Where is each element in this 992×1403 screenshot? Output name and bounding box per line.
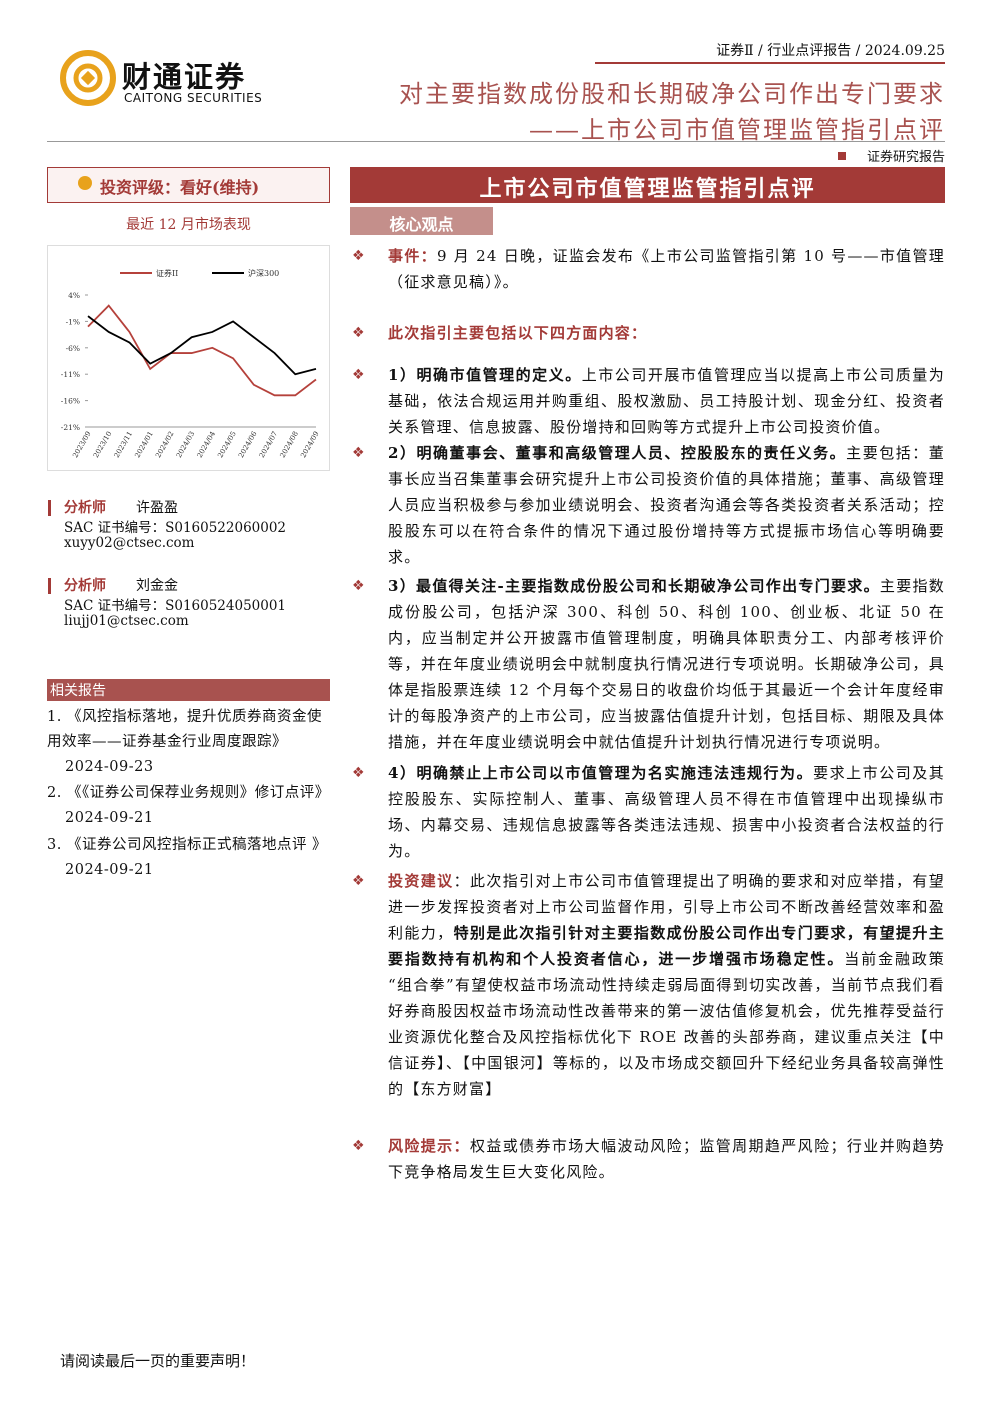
header-rule <box>595 62 945 64</box>
related-item: 3. 《证券公司风控指标正式稿落地点评 》 2024-09-21 <box>47 833 330 883</box>
point-text: 投资建议 <box>388 872 454 890</box>
point-text: 要求上市公司及其控股股东、实际控制人、董事、高级管理人员不得在市值管理中出现操纵… <box>388 764 945 860</box>
series-line <box>87 304 317 397</box>
rating-box <box>47 167 330 203</box>
related-bar <box>47 679 330 701</box>
point-text: 风险提示： <box>388 1137 470 1155</box>
related-item: 2. 《《证券公司保荐业务规则》修订点评》 2024-09-21 <box>47 781 330 831</box>
logo-en: CAITONG SECURITIES <box>124 91 263 105</box>
point: 风险提示：权益或债券市场大幅波动风险；监管周期趋严风险；行业并购趋势下竞争格局发… <box>388 1133 945 1185</box>
analyst-sac: SAC 证书编号：S0160522060002 <box>64 520 287 536</box>
logo-icon <box>60 50 116 106</box>
x-tick-label: 2023/10 <box>92 430 113 459</box>
analyst-bar <box>48 500 51 516</box>
related-report-date: 2024-09-21 <box>65 862 154 878</box>
x-tick-label: 2024/06 <box>237 430 259 460</box>
analyst-role: 分析师 <box>64 578 106 594</box>
y-tick-label: -6% <box>66 344 80 353</box>
bullet: ❖ <box>352 325 365 341</box>
y-tick-label: -21% <box>61 423 80 432</box>
point: 此次指引主要包括以下四方面内容： <box>388 320 945 346</box>
related-report-date: 2024-09-21 <box>65 810 154 826</box>
bullet: ❖ <box>352 873 365 889</box>
analyst-name: 许盈盈 <box>136 500 178 516</box>
x-tick-label: 2024/02 <box>154 430 175 459</box>
main-title: 上市公司市值管理监管指引点评 <box>479 176 816 202</box>
related-report-title: 1. 《风控指标落地，提升优质券商资金使用效率——证券基金行业周度跟踪》 <box>47 709 322 750</box>
breadcrumb: 证券Ⅱ / 行业点评报告 / 2024.09.25 <box>716 43 945 59</box>
bullet: ❖ <box>352 765 365 781</box>
point: 2）明确董事会、董事和高级管理人员、控股股东的责任义务。主要包括：董事长应当召集… <box>388 440 945 570</box>
mini-chart: 4% -1% -6% -11% -16% -21%2023/09 2023/10 2023/1… <box>47 245 330 471</box>
legend-label: 沪深300 <box>248 268 279 278</box>
bullet: ❖ <box>352 367 365 383</box>
x-tick-label: 2024/01 <box>133 430 154 459</box>
y-tick-label: -11% <box>61 370 80 379</box>
related-report-title: 2. 《《证券公司保荐业务规则》修订点评》 <box>47 785 330 801</box>
y-tick-label: -1% <box>66 317 80 326</box>
analyst-email: xuyy02@ctsec.com <box>64 535 195 551</box>
point-text: 9 月 24 日晚，证监会发布《上市公司监管指引第 10 号——市值管理（征求意… <box>388 247 945 291</box>
series-line <box>87 315 317 376</box>
footer: 请阅读最后一页的重要声明！ <box>60 1352 256 1370</box>
y-tick-label: -16% <box>61 397 80 406</box>
section-tab <box>350 207 493 235</box>
section-title: 核心观点 <box>389 215 454 234</box>
point-text: 事件： <box>388 247 437 265</box>
report-type: 证券研究报告 <box>866 150 945 165</box>
separator <box>47 141 945 142</box>
analyst-bar <box>48 578 51 594</box>
rating-icon <box>78 176 92 190</box>
rating: 投资评级：看好(维持) <box>100 178 260 197</box>
point-text: 主要指数成份股公司，包括沪深 300、科创 50、科创 100、创业板、北证 5… <box>388 577 945 751</box>
x-tick-label: 2024/09 <box>299 430 320 459</box>
title-line2: ——上市公司市值管理监管指引点评 <box>529 116 945 144</box>
related-report-date: 2024-09-23 <box>65 759 154 775</box>
point-text: 2）明确董事会、董事和高级管理人员、控股股东的责任义务。 <box>388 444 847 462</box>
point-text: 4）明确禁止上市公司以市值管理为名实施违法违规行为。 <box>388 764 814 782</box>
point-text: 权益或债券市场大幅波动风险；监管周期趋严风险；行业并购趋势下竞争格局发生巨大变化… <box>388 1137 945 1181</box>
point-text: ：此次指引对上市公司市值管理提出了明确的要求和对应举措，有望进一步发挥投资者对上… <box>388 872 945 942</box>
type-marker <box>838 152 846 160</box>
point: 事件：9 月 24 日晚，证监会发布《上市公司监管指引第 10 号——市值管理（… <box>388 243 945 295</box>
point-text: 上市公司开展市值管理应当以提高上市公司质量为基础，依法合规运用并购重组、股权激励… <box>388 366 945 436</box>
analyst-role: 分析师 <box>64 500 106 516</box>
legend-label: 证券II <box>156 268 178 278</box>
logo-cn: 财通证券 <box>122 60 247 94</box>
analyst-email: liujj01@ctsec.com <box>64 613 189 629</box>
point-text: 特别是此次指引针对主要指数成份股公司作出专门要求，有望提升主要指数持有机构和个人… <box>388 924 945 968</box>
title-line1: 对主要指数成份股和长期破净公司作出专门要求 <box>399 80 945 108</box>
analyst-name: 刘金金 <box>136 578 178 594</box>
x-tick-label: 2024/05 <box>216 430 237 459</box>
x-tick-label: 2024/04 <box>196 430 218 460</box>
point: 投资建议：此次指引对上市公司市值管理提出了明确的要求和对应举措，有望进一步发挥投… <box>388 868 945 1102</box>
bullet: ❖ <box>352 248 365 264</box>
bullet: ❖ <box>352 445 365 461</box>
related-title: 相关报告 <box>50 683 106 699</box>
point-text: 当前金融政策“组合拳”有望使权益市场流动性持续走弱局面得到切实改善，当前节点我们… <box>388 950 945 1098</box>
x-tick-label: 2024/08 <box>279 430 300 459</box>
x-tick-label: 2024/07 <box>258 430 279 459</box>
point-text: 此次指引主要包括以下四方面内容： <box>388 324 648 342</box>
bullet: ❖ <box>352 578 365 594</box>
related-item: 1. 《风控指标落地，提升优质券商资金使用效率——证券基金行业周度跟踪》 2024… <box>47 705 330 780</box>
x-tick-label: 2024/03 <box>175 430 196 459</box>
point: 1）明确市值管理的定义。上市公司开展市值管理应当以提高上市公司质量为基础，依法合… <box>388 362 945 440</box>
related-report-title: 3. 《证券公司风控指标正式稿落地点评 》 <box>47 837 328 853</box>
bullet: ❖ <box>352 1138 365 1154</box>
point-text: 主要包括：董事长应当召集董事会研究提升上市公司投资价值的具体措施；董事、高级管理… <box>388 444 946 566</box>
analyst-sac: SAC 证书编号：S0160524050001 <box>64 598 287 614</box>
point-text: 3）最值得关注-主要指数成份股公司和长期破净公司作出专门要求。 <box>388 577 880 595</box>
x-tick-label: 2023/09 <box>71 430 92 459</box>
x-tick-label: 2023/11 <box>113 430 134 459</box>
point-text: 1）明确市值管理的定义。 <box>388 366 582 384</box>
point: 3）最值得关注-主要指数成份股公司和长期破净公司作出专门要求。主要指数成份股公司… <box>388 573 945 755</box>
point: 4）明确禁止上市公司以市值管理为名实施违法违规行为。要求上市公司及其控股股东、实… <box>388 760 945 864</box>
main-title-bar <box>350 167 945 203</box>
y-tick-label: 4% <box>68 291 80 300</box>
chart-caption: 最近 12 月市场表现 <box>126 217 251 233</box>
